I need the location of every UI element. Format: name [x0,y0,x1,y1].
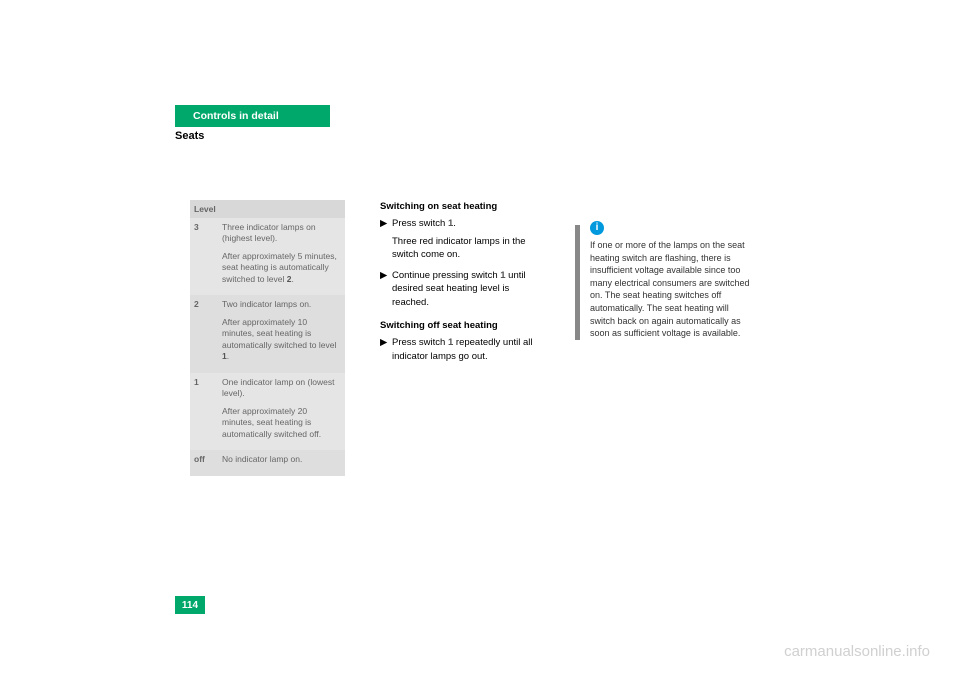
table-para: After approximately 20 minutes, seat hea… [222,406,341,440]
table-cell-desc: No indicator lamp on. [218,450,345,475]
text: Press switch [392,218,448,229]
text: . [291,274,293,284]
text: . [453,218,456,229]
table-cell-desc: One indicator lamp on (lowest level). Af… [218,373,345,450]
text: After approximately 5 minutes, seat heat… [222,251,337,284]
bullet-text: Press switch 1 repeatedly until all indi… [392,336,542,363]
table-header-row: Level [190,200,345,218]
info-text: If one or more of the lamps on the seat … [590,225,755,340]
bullet-marker: ▶ [380,217,392,230]
info-icon-glyph: i [596,221,599,235]
section-subtitle: Seats [175,130,204,142]
section-header-text: Controls in detail [193,110,279,122]
page-number-text: 114 [182,600,198,611]
switching-off-title: Switching off seat heating [380,319,542,332]
info-icon: i [590,221,604,235]
page-number: 114 [175,596,205,614]
table-header-col2 [218,200,345,218]
switching-on-title: Switching on seat heating [380,200,542,213]
middle-column: Switching on seat heating ▶ Press switch… [380,200,542,367]
table-row: 2 Two indicator lamps on. After approxim… [190,295,345,372]
table-para: Two indicator lamps on. [222,299,341,310]
para: Three red indicator lamps in the switch … [380,235,542,262]
table-row: 1 One indicator lamp on (lowest level). … [190,373,345,450]
table-cell-level: off [190,450,218,475]
table-cell-level: 3 [190,218,218,295]
table-cell-level: 1 [190,373,218,450]
bullet-item: ▶ Press switch 1. [380,217,542,230]
text: . [227,351,229,361]
table-header-col1: Level [190,200,218,218]
bullet-marker: ▶ [380,336,392,363]
table-cell-desc: Three indicator lamps on (highest level)… [218,218,345,295]
bullet-item: ▶ Continue pressing switch 1 until desir… [380,269,542,309]
text: After approximately 20 minutes, seat hea… [222,406,321,439]
text: After approximately 10 minutes, seat hea… [222,317,336,350]
info-box: i If one or more of the lamps on the sea… [575,225,755,340]
table-para: After approximately 5 minutes, seat heat… [222,251,341,285]
table-row: off No indicator lamp on. [190,450,345,475]
section-header: Controls in detail [175,105,330,127]
text: Press switch [392,337,448,348]
right-column: i If one or more of the lamps on the sea… [575,225,755,340]
watermark: carmanualsonline.info [784,643,930,660]
table-cell-level: 2 [190,295,218,372]
table-para: No indicator lamp on. [222,454,341,465]
bullet-marker: ▶ [380,269,392,309]
bullet-text: Press switch 1. [392,217,456,230]
table-cell-desc: Two indicator lamps on. After approximat… [218,295,345,372]
table-para: One indicator lamp on (lowest level). [222,377,341,400]
text: Continue pressing switch [392,270,500,281]
table-para: After approximately 10 minutes, seat hea… [222,317,341,363]
table-row: 3 Three indicator lamps on (highest leve… [190,218,345,295]
bullet-item: ▶ Press switch 1 repeatedly until all in… [380,336,542,363]
bullet-text: Continue pressing switch 1 until desired… [392,269,542,309]
table-para: Three indicator lamps on (highest level)… [222,222,341,245]
level-table: Level 3 Three indicator lamps on (highes… [190,200,345,476]
